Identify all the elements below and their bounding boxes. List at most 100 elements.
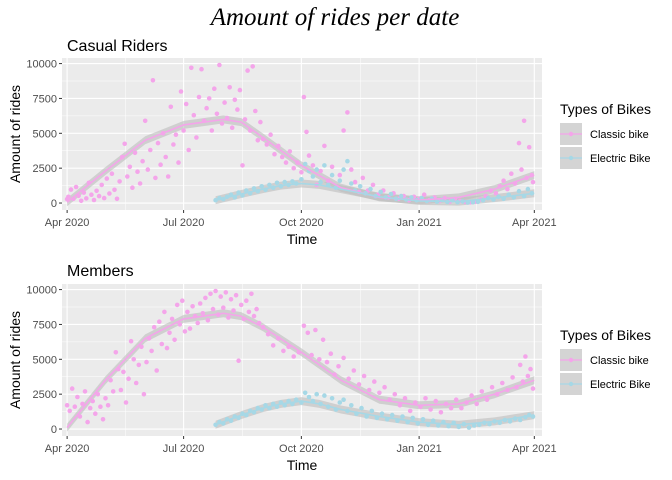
classic-point [200,311,206,316]
classic-point [221,305,226,311]
classic-point [218,294,223,299]
classic-point [306,153,312,158]
casual-riders-chart: Casual Riders 0 2500 5000 7500 10000 Apr 202… [7,38,651,247]
electric-point [290,179,295,184]
classic-point [178,89,184,94]
classic-point [197,301,203,306]
classic-point [528,366,533,372]
classic-point [519,167,524,172]
classic-point [382,384,387,390]
classic-point [448,405,454,411]
classic-point [281,348,286,354]
classic-point [291,354,297,359]
x-axis-title: Time [287,457,318,473]
classic-point [109,171,115,176]
y-tick-label: 2500 [33,389,57,401]
electric-point [318,179,323,185]
y-tick-label: 10000 [26,59,57,71]
classic-point [223,290,229,295]
classic-point [100,417,106,422]
legend-item-electric: Electric Bike [560,147,651,169]
classic-point [493,191,499,196]
classic-point [135,169,140,174]
electric-point [359,405,364,411]
classic-point [240,163,245,168]
x-tick-label: Apr 2021 [512,217,557,229]
legend-label: Classic bike [590,355,649,367]
classic-point [226,315,231,320]
classic-point [142,118,148,124]
classic-point [94,188,99,194]
electric-point [430,418,436,424]
classic-point [361,373,367,379]
classic-point [222,100,227,105]
legend-label: Classic bike [590,129,649,141]
classic-point [112,187,117,193]
classic-point [349,167,354,172]
classic-point [233,292,239,298]
classic-point [459,405,464,411]
electric-point [487,421,492,427]
classic-point [196,94,202,100]
classic-point [479,389,485,394]
classic-point [121,369,126,375]
classic-point [133,380,139,386]
classic-point [67,408,72,414]
classic-point [122,141,127,147]
electric-point [388,191,394,197]
classic-point [227,85,232,90]
classic-point [370,182,376,188]
classic-point [324,359,330,365]
classic-point [141,391,147,397]
classic-point [153,175,158,181]
members-chart: Members 0 2500 5000 7500 10000 Apr 2020 Jul 2… [7,263,651,473]
classic-point [87,405,93,411]
classic-point [98,404,103,410]
electric-point [398,193,404,199]
electric-point [349,403,354,408]
classic-point [341,128,346,133]
classic-point [392,391,398,397]
electric-point [466,425,472,430]
classic-point [453,397,459,403]
electric-point [471,423,477,428]
classic-point [317,357,322,362]
classic-point [232,97,238,103]
classic-point [91,197,97,203]
x-tick-label: Jan 2021 [396,443,441,455]
classic-point [163,154,168,160]
classic-point [249,291,254,297]
classic-point [254,306,259,312]
classic-point [520,379,526,384]
classic-point [213,288,218,294]
classic-point [117,179,122,184]
x-tick-label: Jul 2020 [163,443,205,455]
classic-point [236,358,241,364]
classic-point [167,330,172,336]
legend: Types of Bikes Classic bike Electric Bik… [560,327,651,395]
electric-point [244,188,249,193]
electric-point [475,199,481,205]
classic-point [174,302,180,308]
classic-point [510,375,515,380]
panel-title: Casual Riders [67,38,167,55]
classic-point [191,112,197,118]
electric-point [302,390,308,396]
classic-point [244,298,249,304]
classic-point [377,390,382,396]
classic-point [421,192,427,197]
electric-point [436,423,441,428]
classic-point [291,165,297,171]
classic-point [328,351,334,357]
classic-point [272,151,277,157]
classic-point [189,65,194,71]
electric-trend-line [215,182,535,203]
electric-point [345,158,350,164]
classic-point [397,403,403,408]
classic-point [238,302,244,308]
classic-point [242,117,248,122]
y-tick-label: 7500 [33,93,57,105]
classic-point [80,401,85,407]
classic-point [69,386,75,391]
classic-point [214,111,220,117]
